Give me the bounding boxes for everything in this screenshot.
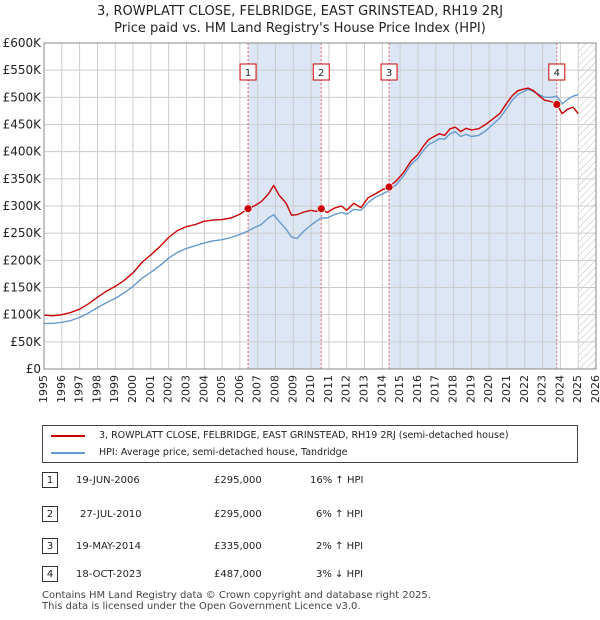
x-tick-label: 2014 [375, 375, 388, 403]
sale-marker-box [380, 63, 398, 81]
sale-marker-label: 2 [318, 68, 324, 79]
sale-hpi-delta: 16% ↑ HPI [310, 475, 364, 486]
sale-point [243, 204, 253, 214]
x-tick-label: 2006 [233, 375, 246, 403]
y-tick-label: £0 [26, 362, 41, 376]
x-tick-label: 1999 [108, 375, 121, 403]
sale-date: 19-MAY-2014 [76, 541, 142, 552]
x-tick-label: 2016 [411, 375, 424, 403]
sale-price: £487,000 [214, 569, 262, 580]
x-tick-label: 2013 [358, 375, 371, 403]
x-tick-label: 2000 [126, 375, 139, 403]
sale-marker-label: 1 [245, 68, 251, 79]
sale-price: £335,000 [214, 541, 262, 552]
sale-hpi-delta: 2% ↑ HPI [316, 541, 364, 552]
sale-price: £295,000 [214, 475, 262, 486]
x-tick-label: 2008 [268, 375, 281, 403]
sale-row: 1 19-JUN-2006 £295,000 16% ↑ HPI [42, 472, 582, 490]
y-tick-label: £600K [3, 36, 43, 50]
legend: 3, ROWPLATT CLOSE, FELBRIDGE, EAST GRINS… [42, 425, 578, 463]
x-tick-label: 2011 [322, 375, 335, 403]
property-price-line [43, 87, 579, 317]
x-tick-label: 2020 [482, 375, 495, 403]
sale-number: 2 [42, 506, 58, 522]
sale-marker-box [312, 63, 330, 81]
y-tick-label: £400K [3, 145, 43, 159]
x-tick-label: 2017 [429, 375, 442, 403]
y-tick-label: £350K [3, 172, 43, 186]
sale-marker-box [548, 63, 566, 81]
legend-swatch-property [51, 435, 85, 437]
x-tick-label: 2019 [464, 375, 477, 403]
sale-row: 2 27-JUL-2010 £295,000 6% ↑ HPI [42, 506, 582, 524]
legend-swatch-hpi [51, 452, 85, 454]
x-tick-label: 2025 [571, 375, 584, 403]
x-tick-label: 2001 [144, 375, 157, 403]
x-tick-label: 2024 [553, 375, 566, 403]
legend-label-property: 3, ROWPLATT CLOSE, FELBRIDGE, EAST GRINS… [99, 430, 509, 441]
x-tick-label: 2009 [286, 375, 299, 403]
y-tick-label: £200K [3, 253, 43, 267]
x-tick-label: 2021 [500, 375, 513, 403]
plot-frame [43, 42, 597, 370]
footer: Contains HM Land Registry data © Crown c… [42, 590, 431, 612]
x-tick-label: 1996 [55, 375, 68, 403]
y-tick-label: £150K [3, 281, 43, 295]
sale-row: 3 19-MAY-2014 £335,000 2% ↑ HPI [42, 538, 582, 556]
x-tick-label: 2004 [197, 375, 210, 403]
sale-marker-box [239, 63, 257, 81]
y-tick-label: £50K [10, 335, 42, 349]
y-tick-label: £550K [3, 63, 43, 77]
x-tick-label: 2012 [340, 375, 353, 403]
sale-number: 3 [42, 538, 58, 554]
sale-point [384, 182, 394, 192]
hpi-line [44, 88, 579, 325]
y-tick-label: £500K [3, 90, 43, 104]
x-tick-label: 2005 [215, 375, 228, 403]
x-tick-label: 2010 [304, 375, 317, 403]
sale-number: 1 [42, 472, 58, 488]
chart-subtitle: Price paid vs. HM Land Registry's House … [114, 21, 486, 36]
x-tick-label: 2018 [447, 375, 460, 403]
sale-row: 4 18-OCT-2023 £487,000 3% ↓ HPI [42, 566, 582, 584]
y-tick-label: £450K [3, 118, 43, 132]
x-tick-label: 2003 [179, 375, 192, 403]
footer-copyright: Contains HM Land Registry data © Crown c… [42, 590, 431, 601]
x-tick-label: 2002 [162, 375, 175, 403]
y-tick-label: £300K [3, 199, 43, 213]
sale-point [552, 99, 562, 109]
x-tick-label: 2023 [536, 375, 549, 403]
legend-label-hpi: HPI: Average price, semi-detached house,… [99, 447, 348, 458]
chart-title: 3, ROWPLATT CLOSE, FELBRIDGE, EAST GRINS… [96, 4, 504, 19]
x-tick-label: 2026 [589, 375, 600, 403]
footer-licence: This data is licensed under the Open Gov… [42, 601, 361, 612]
sale-hpi-delta: 3% ↓ HPI [316, 569, 364, 580]
x-tick-label: 2015 [393, 375, 406, 403]
x-tick-label: 2022 [518, 375, 531, 403]
sale-date: 27-JUL-2010 [80, 509, 142, 520]
y-tick-label: £100K [3, 308, 43, 322]
x-tick-label: 1995 [37, 375, 50, 403]
sale-date: 18-OCT-2023 [76, 569, 142, 580]
x-tick-label: 1997 [73, 375, 86, 403]
sale-date: 19-JUN-2006 [76, 475, 140, 486]
price-chart: 1 2 3 4 £0 £50K £100K £150K £200K £250K £300K £350… [3, 36, 600, 403]
sale-marker-label: 3 [386, 68, 392, 79]
y-tick-label: £250K [3, 226, 43, 240]
sale-price: £295,000 [214, 509, 262, 520]
sale-marker-label: 4 [554, 68, 560, 79]
sale-point [316, 204, 326, 214]
sale-hpi-delta: 6% ↑ HPI [316, 509, 364, 520]
x-tick-label: 1998 [90, 375, 103, 403]
x-tick-label: 2007 [251, 375, 264, 403]
sale-number: 4 [42, 566, 58, 582]
